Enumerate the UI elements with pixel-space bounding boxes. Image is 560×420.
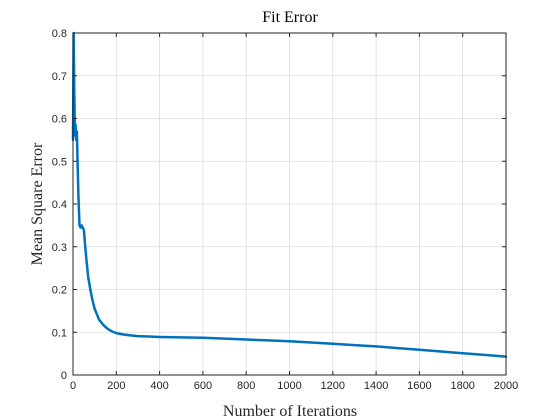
x-tick-labels: 0 200 400 600 800 1000 1200 1400 1600 1800 2000	[70, 380, 518, 392]
x-tick-label: 800	[237, 380, 255, 392]
x-tick-label: 1600	[407, 380, 431, 392]
x-tick-label: 1400	[364, 380, 388, 392]
x-axis-label: Number of Iterations	[223, 403, 357, 420]
y-tick-labels: 0 0.1 0.2 0.3 0.4 0.5 0.6 0.7 0.8	[52, 28, 67, 382]
x-tick-label: 200	[107, 380, 125, 392]
y-tick-label: 0.7	[52, 71, 67, 83]
error-series-line	[71, 31, 508, 358]
y-tick-label: 0.8	[52, 28, 67, 40]
y-axis-label: Mean Square Error	[29, 142, 46, 265]
x-tick-label: 1800	[450, 380, 474, 392]
x-tick-label: 0	[70, 380, 76, 392]
x-tick-label: 1200	[321, 380, 345, 392]
x-tick-label: 1000	[277, 380, 301, 392]
y-tick-label: 0.1	[52, 327, 67, 339]
y-tick-label: 0	[61, 370, 67, 382]
y-tick-label: 0.5	[52, 156, 67, 168]
x-tick-label: 2000	[494, 380, 518, 392]
y-tick-label: 0.6	[52, 114, 67, 126]
y-tick-label: 0.3	[52, 242, 67, 254]
series-layer	[71, 31, 508, 358]
x-tick-label: 600	[194, 380, 212, 392]
x-tick-label: 400	[150, 380, 168, 392]
chart-title: Fit Error	[262, 9, 318, 26]
y-tick-label: 0.2	[52, 285, 67, 297]
plot-area: 0 200 400 600 800 1000 1200 1400 1600 1800 2000 00…	[52, 28, 519, 392]
y-tick-label: 0.4	[52, 199, 67, 211]
tick-marks	[72, 32, 507, 376]
